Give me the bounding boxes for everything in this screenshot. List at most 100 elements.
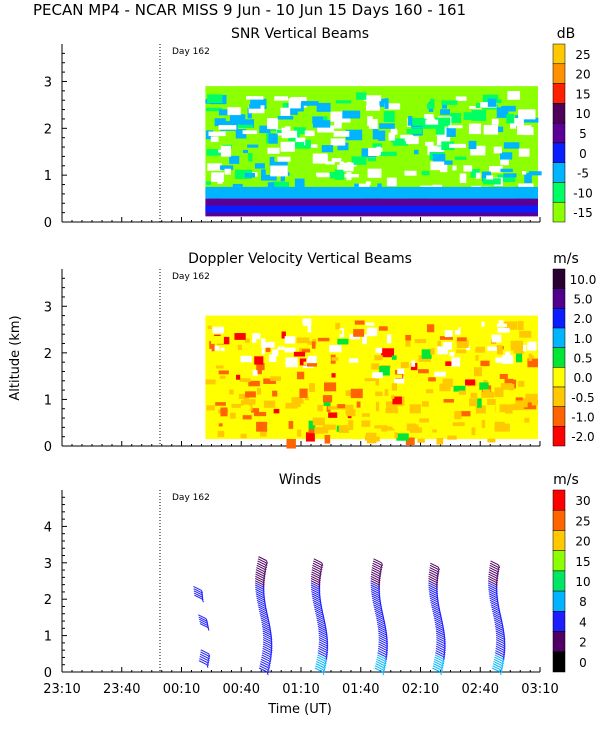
colorbar-label: -1.0 — [571, 411, 594, 425]
doppler-field-cell — [391, 383, 397, 391]
snr-field-cell — [288, 98, 301, 109]
colorbar-label: 20 — [575, 535, 590, 549]
wind-barb-flag — [265, 564, 268, 569]
snr-field-cell — [321, 145, 334, 153]
day-marker-label: Day 162 — [172, 493, 210, 503]
snr-field-cell — [528, 171, 542, 176]
wind-barb-flag — [270, 647, 273, 652]
wind-barb-flag — [324, 663, 327, 667]
wind-barb — [261, 621, 270, 627]
doppler-field-cell — [242, 415, 252, 420]
snr-field-cell — [367, 157, 377, 162]
wind-barb — [260, 661, 269, 666]
snr-field-cell — [486, 175, 494, 180]
wind-barb-flag — [378, 580, 381, 584]
doppler-field-cell — [277, 346, 285, 350]
wind-barb — [495, 634, 505, 640]
snr-field-cell — [247, 144, 259, 148]
wind-barb-flag — [263, 571, 266, 575]
wind-barb-flag — [442, 658, 445, 663]
wind-barb-flag — [437, 569, 440, 573]
doppler-field-cell — [225, 354, 238, 359]
snr-field-cell — [521, 117, 539, 123]
snr-field-cell — [325, 161, 335, 165]
doppler-field-cell — [481, 321, 485, 328]
y-tick-label: 0 — [44, 666, 52, 681]
wind-barb — [430, 604, 440, 610]
snr-field-cell — [218, 149, 231, 153]
doppler-field-cell — [495, 357, 504, 363]
snr-field-cell — [237, 124, 253, 128]
wind-barb-flag — [501, 665, 504, 669]
doppler-field-cell — [293, 351, 306, 357]
doppler-field-cell — [386, 401, 398, 410]
snr-field-cell — [441, 127, 452, 135]
doppler-field-cell — [405, 338, 411, 347]
wind-barb — [200, 651, 209, 657]
wind-barb-flag — [382, 671, 385, 676]
wind-barb — [487, 584, 497, 590]
wind-barb — [378, 641, 387, 647]
snr-field-cell — [274, 96, 289, 101]
wind-barb-flag — [269, 654, 272, 658]
doppler-field-cell — [371, 363, 380, 370]
doppler-field-cell — [437, 346, 448, 355]
doppler-field-cell — [439, 336, 453, 340]
wind-barb — [313, 606, 323, 612]
wind-barb-flag — [386, 641, 389, 645]
wind-barb — [371, 597, 381, 603]
doppler-field-cell — [465, 379, 476, 386]
doppler-field-cell — [495, 403, 500, 413]
doppler-field-cell — [348, 420, 354, 430]
doppler-field-cell — [451, 321, 459, 331]
wind-barb-flag — [205, 618, 208, 623]
wind-barb-flag — [436, 591, 439, 595]
doppler-field-cell — [229, 389, 234, 395]
doppler-field-cell — [331, 357, 339, 361]
wind-barb-flag — [318, 577, 321, 582]
wind-barb — [432, 610, 441, 616]
snr-field-cell — [312, 116, 327, 124]
doppler-field-cell — [240, 405, 251, 410]
doppler-field-cell — [397, 368, 405, 374]
doppler-field-cell — [411, 360, 416, 367]
wind-barb — [495, 630, 504, 636]
doppler-field-cell — [483, 420, 494, 426]
wind-barb — [489, 567, 498, 572]
wind-barb — [429, 595, 438, 601]
wind-barb-flag — [201, 590, 203, 594]
wind-barb-flag — [500, 669, 503, 673]
wind-barb — [489, 562, 499, 568]
wind-barb — [371, 571, 380, 577]
wind-barb-flag — [208, 655, 210, 660]
wind-barb — [487, 582, 497, 588]
wind-barb — [428, 571, 438, 577]
wind-barb-flag — [319, 573, 322, 577]
doppler-field-cell — [480, 360, 490, 367]
wind-barb — [259, 615, 269, 621]
doppler-field-cell — [366, 327, 378, 337]
wind-barb-flag — [499, 671, 502, 676]
panel-2 — [61, 268, 566, 449]
colorbar-label: 0 — [579, 147, 587, 161]
doppler-field-cell — [379, 365, 390, 376]
doppler-field-cell — [240, 433, 247, 439]
wind-barb — [256, 567, 265, 572]
wind-barb-flag — [269, 656, 272, 660]
doppler-field-cell — [510, 340, 524, 351]
snr-field-cell — [365, 105, 380, 111]
snr-field-cell — [330, 111, 343, 122]
snr-field-cell — [368, 147, 383, 157]
doppler-field-cell — [427, 324, 435, 333]
snr-field-cell — [310, 144, 318, 148]
wind-barb — [310, 586, 320, 592]
wind-barb — [372, 602, 382, 607]
y-tick-label: 1 — [44, 630, 52, 645]
doppler-field-cell — [256, 388, 262, 395]
y-tick-label: 1 — [44, 393, 52, 408]
wind-barb — [318, 628, 327, 634]
colorbar-cell — [552, 651, 566, 673]
wind-barb — [257, 602, 266, 607]
wind-barb-flag — [502, 654, 505, 658]
doppler-field-cell — [432, 429, 437, 433]
